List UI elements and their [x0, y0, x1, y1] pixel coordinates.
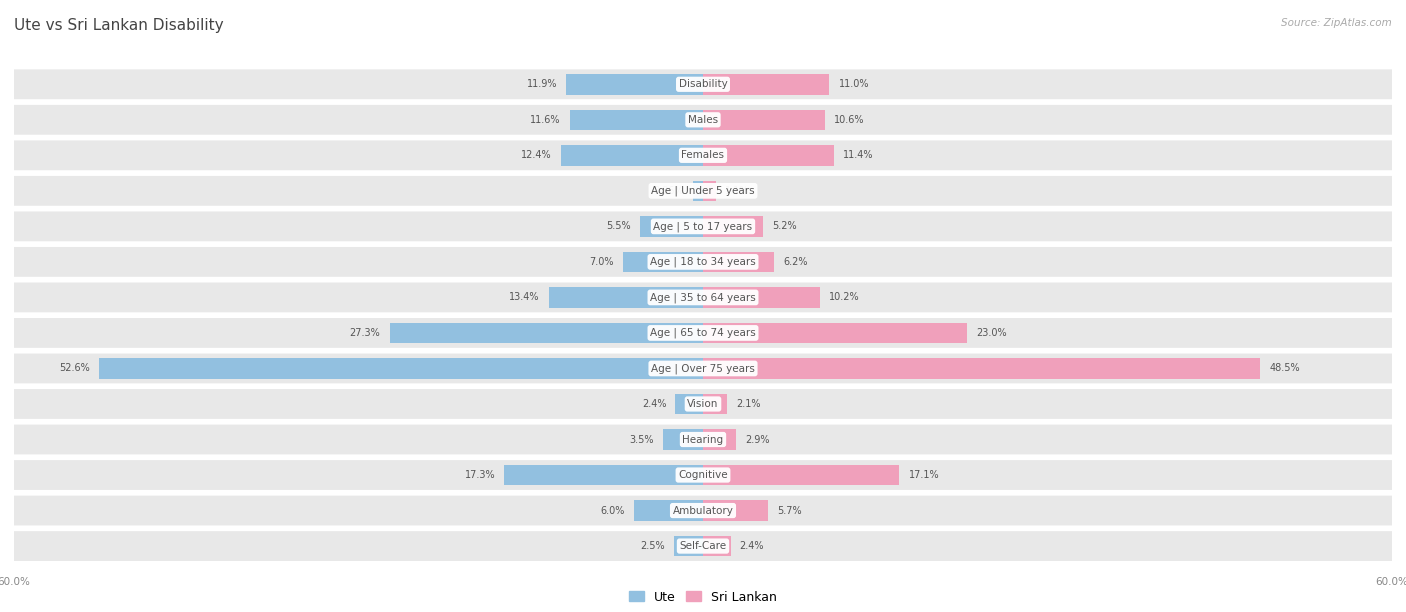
Bar [634, 500, 703, 521]
Text: Age | 18 to 34 years: Age | 18 to 34 years [650, 256, 756, 267]
Text: 5.2%: 5.2% [772, 222, 797, 231]
Bar [703, 181, 716, 201]
Text: 2.5%: 2.5% [641, 541, 665, 551]
Bar [703, 252, 775, 272]
FancyBboxPatch shape [14, 69, 1392, 99]
FancyBboxPatch shape [14, 283, 1392, 312]
Bar [675, 394, 703, 414]
Text: 48.5%: 48.5% [1270, 364, 1299, 373]
Text: 6.2%: 6.2% [783, 257, 808, 267]
Bar [703, 465, 900, 485]
Text: Age | Under 5 years: Age | Under 5 years [651, 185, 755, 196]
Text: 17.1%: 17.1% [908, 470, 939, 480]
FancyBboxPatch shape [14, 176, 1392, 206]
Text: 2.4%: 2.4% [641, 399, 666, 409]
FancyBboxPatch shape [14, 354, 1392, 383]
Bar [703, 74, 830, 95]
Bar [550, 287, 703, 308]
Text: 2.1%: 2.1% [737, 399, 761, 409]
FancyBboxPatch shape [14, 212, 1392, 241]
Bar [703, 500, 769, 521]
Bar [505, 465, 703, 485]
Text: Age | 5 to 17 years: Age | 5 to 17 years [654, 221, 752, 231]
Text: 2.9%: 2.9% [745, 435, 770, 444]
Text: 2.4%: 2.4% [740, 541, 765, 551]
Text: 17.3%: 17.3% [464, 470, 495, 480]
FancyBboxPatch shape [14, 389, 1392, 419]
Bar [703, 358, 1260, 379]
Bar [703, 323, 967, 343]
Text: Age | 35 to 64 years: Age | 35 to 64 years [650, 292, 756, 303]
Bar [98, 358, 703, 379]
Text: 5.5%: 5.5% [606, 222, 631, 231]
Legend: Ute, Sri Lankan: Ute, Sri Lankan [624, 586, 782, 608]
Bar [703, 287, 820, 308]
Text: 1.1%: 1.1% [725, 186, 749, 196]
FancyBboxPatch shape [14, 531, 1392, 561]
Text: Disability: Disability [679, 80, 727, 89]
Text: 5.7%: 5.7% [778, 506, 803, 515]
Text: 6.0%: 6.0% [600, 506, 624, 515]
Text: 23.0%: 23.0% [976, 328, 1007, 338]
FancyBboxPatch shape [14, 460, 1392, 490]
Text: Vision: Vision [688, 399, 718, 409]
Text: 11.6%: 11.6% [530, 115, 561, 125]
Bar [569, 110, 703, 130]
Bar [703, 394, 727, 414]
Bar [623, 252, 703, 272]
Bar [703, 216, 762, 237]
Text: Cognitive: Cognitive [678, 470, 728, 480]
Bar [693, 181, 703, 201]
Text: Ute vs Sri Lankan Disability: Ute vs Sri Lankan Disability [14, 18, 224, 34]
Text: 12.4%: 12.4% [520, 151, 551, 160]
Bar [703, 145, 834, 166]
FancyBboxPatch shape [14, 496, 1392, 526]
Text: Females: Females [682, 151, 724, 160]
Text: 7.0%: 7.0% [589, 257, 613, 267]
Text: Age | 65 to 74 years: Age | 65 to 74 years [650, 327, 756, 338]
Text: Ambulatory: Ambulatory [672, 506, 734, 515]
Bar [640, 216, 703, 237]
Bar [567, 74, 703, 95]
Bar [561, 145, 703, 166]
Text: Source: ZipAtlas.com: Source: ZipAtlas.com [1281, 18, 1392, 28]
Bar [389, 323, 703, 343]
Text: 3.5%: 3.5% [628, 435, 654, 444]
Text: Age | Over 75 years: Age | Over 75 years [651, 363, 755, 374]
Text: 10.6%: 10.6% [834, 115, 865, 125]
FancyBboxPatch shape [14, 318, 1392, 348]
Text: 11.0%: 11.0% [838, 80, 869, 89]
Text: 13.4%: 13.4% [509, 293, 540, 302]
Bar [703, 536, 731, 556]
Text: 0.86%: 0.86% [654, 186, 683, 196]
Bar [675, 536, 703, 556]
Text: 27.3%: 27.3% [350, 328, 381, 338]
Text: Males: Males [688, 115, 718, 125]
Text: 11.4%: 11.4% [844, 151, 873, 160]
Bar [662, 429, 703, 450]
FancyBboxPatch shape [14, 105, 1392, 135]
Text: 52.6%: 52.6% [59, 364, 90, 373]
Bar [703, 429, 737, 450]
Text: Hearing: Hearing [682, 435, 724, 444]
FancyBboxPatch shape [14, 140, 1392, 170]
FancyBboxPatch shape [14, 247, 1392, 277]
Bar [703, 110, 825, 130]
Text: Self-Care: Self-Care [679, 541, 727, 551]
Text: 11.9%: 11.9% [527, 80, 557, 89]
Text: 10.2%: 10.2% [830, 293, 860, 302]
FancyBboxPatch shape [14, 425, 1392, 455]
